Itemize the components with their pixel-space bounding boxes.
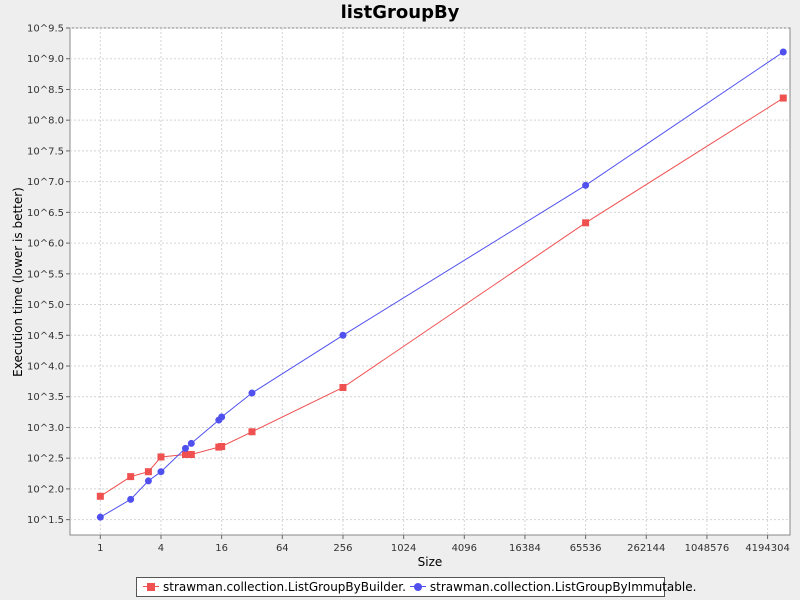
data-point-square bbox=[157, 453, 165, 461]
y-axis-label: Execution time (lower is better) bbox=[11, 187, 25, 377]
data-point-circle bbox=[218, 413, 226, 421]
legend-label-immutable: strawman.collection.ListGroupByImmutable… bbox=[429, 580, 697, 594]
x-tick-label: 1024 bbox=[391, 543, 416, 554]
y-tick-label: 10^2.0 bbox=[27, 484, 64, 495]
y-tick-label: 10^5.5 bbox=[27, 269, 64, 280]
data-point-circle bbox=[248, 389, 256, 397]
legend: strawman.collection.ListGroupByBuilder. … bbox=[136, 577, 696, 597]
data-point-circle bbox=[144, 477, 152, 485]
y-tick-label: 10^3.0 bbox=[27, 423, 64, 434]
y-tick-label: 10^9.5 bbox=[27, 24, 64, 35]
legend-label-builder: strawman.collection.ListGroupByBuilder. bbox=[163, 580, 406, 594]
chart-plot: 1 4 16 64 256 1024 4096 16384 65536 262144 1048576… bbox=[11, 24, 791, 569]
data-point-square bbox=[218, 443, 226, 451]
data-point-circle bbox=[779, 48, 787, 56]
data-point-square bbox=[187, 450, 195, 458]
y-tick-label: 10^8.0 bbox=[27, 116, 64, 127]
y-tick-label: 10^2.5 bbox=[27, 454, 64, 465]
data-point-square bbox=[96, 492, 104, 500]
data-point-circle bbox=[582, 181, 590, 189]
data-point-circle bbox=[339, 331, 347, 339]
series-line-1 bbox=[100, 51, 784, 518]
x-tick-label: 65536 bbox=[570, 543, 602, 554]
legend-swatch-immutable bbox=[409, 582, 426, 592]
data-point-square bbox=[181, 450, 189, 458]
y-tick-label: 10^7.5 bbox=[27, 146, 64, 157]
x-tick-label: 16384 bbox=[509, 543, 541, 554]
legend-entry-builder: strawman.collection.ListGroupByBuilder. bbox=[143, 580, 406, 594]
data-point-square bbox=[144, 468, 152, 476]
x-axis-label: Size bbox=[418, 555, 443, 569]
x-tick-label: 4 bbox=[158, 543, 164, 554]
y-tick-label: 10^9.0 bbox=[27, 54, 64, 65]
data-point-square bbox=[127, 473, 135, 481]
y-tick-label: 10^4.5 bbox=[27, 331, 64, 342]
legend-swatch-builder bbox=[143, 582, 159, 592]
y-tick-label: 10^5.0 bbox=[27, 300, 64, 311]
x-tick-label: 4194304 bbox=[745, 543, 790, 554]
chart-title: listGroupBy bbox=[340, 2, 460, 23]
x-tick-label: 262144 bbox=[627, 543, 665, 554]
x-tick-label: 1048576 bbox=[685, 543, 730, 554]
y-tick-label: 10^3.5 bbox=[27, 392, 64, 403]
x-tick-label: 64 bbox=[276, 543, 289, 554]
data-point-circle bbox=[127, 495, 135, 503]
data-point-circle bbox=[187, 439, 195, 447]
data-point-circle bbox=[157, 468, 165, 476]
legend-entry-immutable: strawman.collection.ListGroupByImmutable… bbox=[409, 580, 697, 594]
data-point-square bbox=[339, 384, 347, 392]
x-tick-label: 16 bbox=[215, 543, 228, 554]
y-tick-label: 10^4.0 bbox=[27, 362, 64, 373]
data-point-circle bbox=[96, 513, 104, 521]
x-tick-label: 1 bbox=[97, 543, 103, 554]
series-layer bbox=[96, 48, 787, 521]
data-point-square bbox=[582, 219, 590, 227]
y-tick-label: 10^1.5 bbox=[27, 515, 64, 526]
gridlines bbox=[70, 27, 790, 535]
x-tick-label: 256 bbox=[333, 543, 352, 554]
x-tick-label: 4096 bbox=[452, 543, 477, 554]
y-tick-label: 10^7.0 bbox=[27, 177, 64, 188]
square-marker-icon bbox=[147, 583, 155, 591]
y-tick-label: 10^6.0 bbox=[27, 239, 64, 250]
data-point-circle bbox=[181, 444, 189, 452]
axes: 1 4 16 64 256 1024 4096 16384 65536 262144 1048576… bbox=[27, 24, 790, 555]
y-tick-label: 10^8.5 bbox=[27, 85, 64, 96]
circle-marker-icon bbox=[413, 583, 422, 591]
data-point-square bbox=[779, 94, 787, 102]
data-point-square bbox=[248, 428, 256, 436]
y-tick-label: 10^6.5 bbox=[27, 208, 64, 219]
